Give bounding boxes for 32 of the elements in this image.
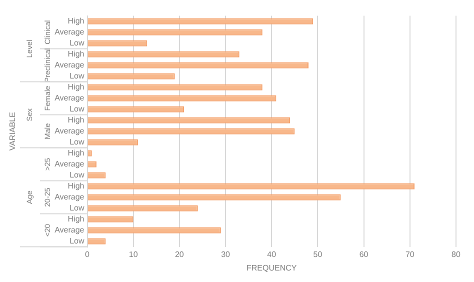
x-tick-label: 10 bbox=[128, 250, 138, 259]
x-tick-label: 80 bbox=[452, 250, 461, 259]
x-tick-label: 20 bbox=[174, 250, 184, 259]
y-tick-label: Low bbox=[70, 104, 84, 114]
x-tick-label: 70 bbox=[405, 250, 415, 259]
y-tick-label: High bbox=[68, 50, 84, 59]
y-tick-label: Low bbox=[70, 72, 84, 81]
x-axis-title: FREQUENCY bbox=[246, 263, 298, 272]
y-tick-label: Low bbox=[70, 138, 84, 147]
y-tick-label: Low bbox=[70, 170, 84, 180]
x-tick-label: 30 bbox=[221, 250, 231, 259]
y-tick-label: Average bbox=[54, 28, 85, 37]
y-tick-label: Low bbox=[70, 236, 84, 246]
x-tick-label: 50 bbox=[313, 250, 323, 259]
y-tick-label: High bbox=[68, 148, 84, 158]
y-tick-label: High bbox=[68, 214, 84, 224]
y-tick-label: High bbox=[68, 116, 84, 125]
y-tick-label: Average bbox=[54, 94, 85, 103]
y-tick-label: Average bbox=[54, 226, 85, 235]
x-tick-label: 40 bbox=[267, 250, 277, 259]
y-tick-label: High bbox=[68, 82, 84, 92]
y-tick-label: Low bbox=[70, 38, 84, 48]
y-tick-label: Average bbox=[54, 160, 85, 169]
y-tick-label: High bbox=[68, 182, 84, 191]
y-tick-label: High bbox=[68, 16, 84, 26]
y-tick-label: Average bbox=[54, 192, 85, 202]
y-tick-label: Low bbox=[70, 204, 84, 213]
x-tick-label: 0 bbox=[85, 250, 90, 259]
x-tick-label: 60 bbox=[359, 250, 369, 259]
y-axis-title: VARIABLE bbox=[8, 112, 18, 151]
y-tick-label: Average bbox=[54, 60, 85, 70]
y-tick-label: Average bbox=[54, 126, 85, 136]
